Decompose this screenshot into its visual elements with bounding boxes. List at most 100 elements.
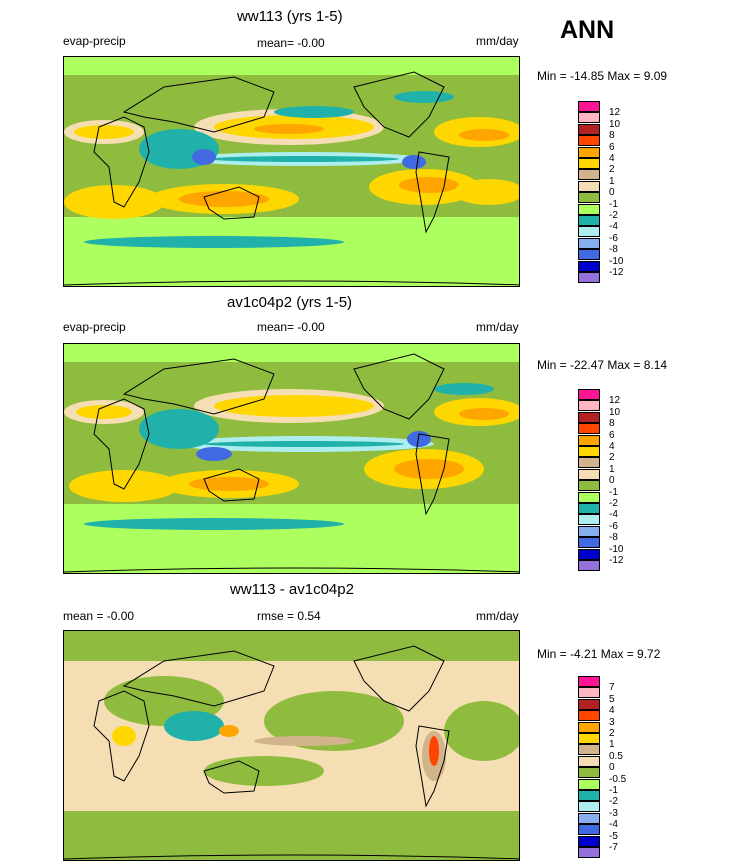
colorbar-label: 6 bbox=[609, 429, 615, 441]
field-region bbox=[84, 518, 344, 530]
colorbar-box bbox=[578, 801, 600, 813]
field-region bbox=[112, 726, 136, 746]
field-region bbox=[399, 177, 459, 193]
colorbar-label: 0.5 bbox=[609, 750, 623, 762]
coastlines bbox=[64, 645, 519, 860]
colorbar-box bbox=[578, 112, 600, 124]
colorbar-box bbox=[578, 158, 600, 169]
colorbar-box bbox=[578, 790, 600, 801]
panel-1-colorbar: 12 10 8 6 4 2 1 0 -1 -2 -4 -6 -8 -10 -12 bbox=[578, 101, 623, 283]
colorbar-box bbox=[578, 400, 600, 412]
northern-band bbox=[64, 631, 519, 661]
panel-1-mean: mean= -0.00 bbox=[257, 36, 325, 50]
colorbar-label: -4 bbox=[609, 819, 618, 831]
colorbar-box bbox=[578, 260, 600, 272]
field-region bbox=[454, 179, 519, 205]
colorbar-label: -12 bbox=[609, 267, 624, 278]
colorbar-label: 1 bbox=[609, 739, 615, 751]
colorbar-box bbox=[578, 548, 600, 560]
colorbar-label: 12 bbox=[609, 395, 621, 407]
colorbar-box bbox=[578, 192, 600, 204]
colorbar-box bbox=[578, 698, 600, 710]
colorbar-box bbox=[578, 525, 600, 537]
colorbar-box bbox=[578, 721, 600, 733]
colorbar-label: 6 bbox=[609, 141, 615, 153]
colorbar-label: -4 bbox=[609, 509, 618, 521]
colorbar-box bbox=[578, 101, 600, 112]
colorbar-box bbox=[578, 446, 600, 457]
colorbar-label: 2 bbox=[609, 728, 615, 739]
field-region bbox=[219, 725, 239, 737]
southern-band bbox=[64, 811, 519, 860]
colorbar-label: -4 bbox=[609, 221, 618, 233]
panel-1-minmax: Min = -14.85 Max = 9.09 bbox=[537, 69, 668, 83]
panel-2-title: av1c04p2 (yrs 1-5) bbox=[227, 294, 353, 311]
field-region bbox=[264, 691, 404, 751]
coastlines bbox=[64, 71, 519, 286]
colorbar-label: -8 bbox=[609, 532, 618, 544]
colorbar-label: -10 bbox=[609, 543, 624, 555]
colorbar-box bbox=[578, 203, 600, 215]
field-region bbox=[434, 383, 494, 395]
field-region bbox=[69, 470, 179, 502]
field-region bbox=[164, 711, 224, 741]
field-region bbox=[196, 447, 232, 461]
field-region bbox=[214, 395, 374, 417]
colorbar-box bbox=[578, 226, 600, 238]
colorbar-label: 10 bbox=[609, 406, 621, 418]
colorbar-box bbox=[578, 847, 600, 858]
field-region bbox=[459, 129, 509, 141]
panel-1-map-svg bbox=[64, 57, 519, 286]
colorbar-label: -10 bbox=[609, 255, 624, 267]
colorbar-label: 12 bbox=[609, 107, 621, 119]
colorbar-box bbox=[578, 767, 600, 779]
colorbar-label: -2 bbox=[609, 796, 618, 808]
colorbar-box bbox=[578, 468, 600, 480]
colorbar-label: -8 bbox=[609, 244, 618, 256]
colorbar-box bbox=[578, 180, 600, 192]
southern-band bbox=[64, 217, 519, 286]
colorbar-box bbox=[578, 778, 600, 790]
colorbar-label: -7 bbox=[609, 842, 618, 853]
colorbar-box bbox=[578, 135, 600, 147]
colorbar-box bbox=[578, 423, 600, 435]
colorbar-label: 8 bbox=[609, 418, 615, 430]
colorbar-label: -3 bbox=[609, 807, 618, 819]
field-region bbox=[204, 756, 324, 786]
season-label: ANN bbox=[560, 16, 615, 44]
field-region bbox=[84, 236, 344, 248]
field-region bbox=[139, 409, 219, 449]
field-region bbox=[74, 125, 134, 139]
colorbar-box bbox=[578, 480, 600, 492]
colorbar-box bbox=[578, 514, 600, 526]
field-region bbox=[76, 405, 132, 419]
panel-2-left-label: evap-precip bbox=[63, 320, 126, 334]
field-region bbox=[179, 191, 269, 207]
panel-3-map-svg bbox=[64, 631, 519, 860]
panel-3-map bbox=[63, 630, 520, 861]
panel-1-units: mm/day bbox=[476, 34, 519, 48]
colorbar-label: 8 bbox=[609, 130, 615, 142]
colorbar-label: 4 bbox=[609, 705, 615, 717]
colorbar-box bbox=[578, 755, 600, 767]
colorbar-box bbox=[578, 812, 600, 824]
coastlines bbox=[64, 353, 519, 573]
panel-2-mean: mean= -0.00 bbox=[257, 320, 325, 334]
field-region bbox=[407, 431, 431, 447]
panel-2-map-svg bbox=[64, 344, 519, 573]
colorbar-box bbox=[578, 676, 600, 687]
colorbar-box bbox=[578, 687, 600, 699]
colorbar-label: 2 bbox=[609, 164, 615, 176]
colorbar-box bbox=[578, 491, 600, 503]
colorbar-label: -12 bbox=[609, 555, 624, 566]
colorbar-box bbox=[578, 272, 600, 283]
colorbar-label: 7 bbox=[609, 682, 615, 694]
panel-2-colorbar: 12 10 8 6 4 2 1 0 -1 -2 -4 -6 -8 -10 -12 bbox=[578, 389, 623, 571]
panel-3-rmse: rmse = 0.54 bbox=[257, 609, 321, 623]
field-region bbox=[459, 408, 509, 420]
panel-2-minmax: Min = -22.47 Max = 8.14 bbox=[537, 358, 668, 372]
field-region bbox=[429, 736, 439, 766]
colorbar-label: -1 bbox=[609, 198, 618, 210]
colorbar-box bbox=[578, 411, 600, 423]
colorbar-label: 5 bbox=[609, 693, 615, 705]
